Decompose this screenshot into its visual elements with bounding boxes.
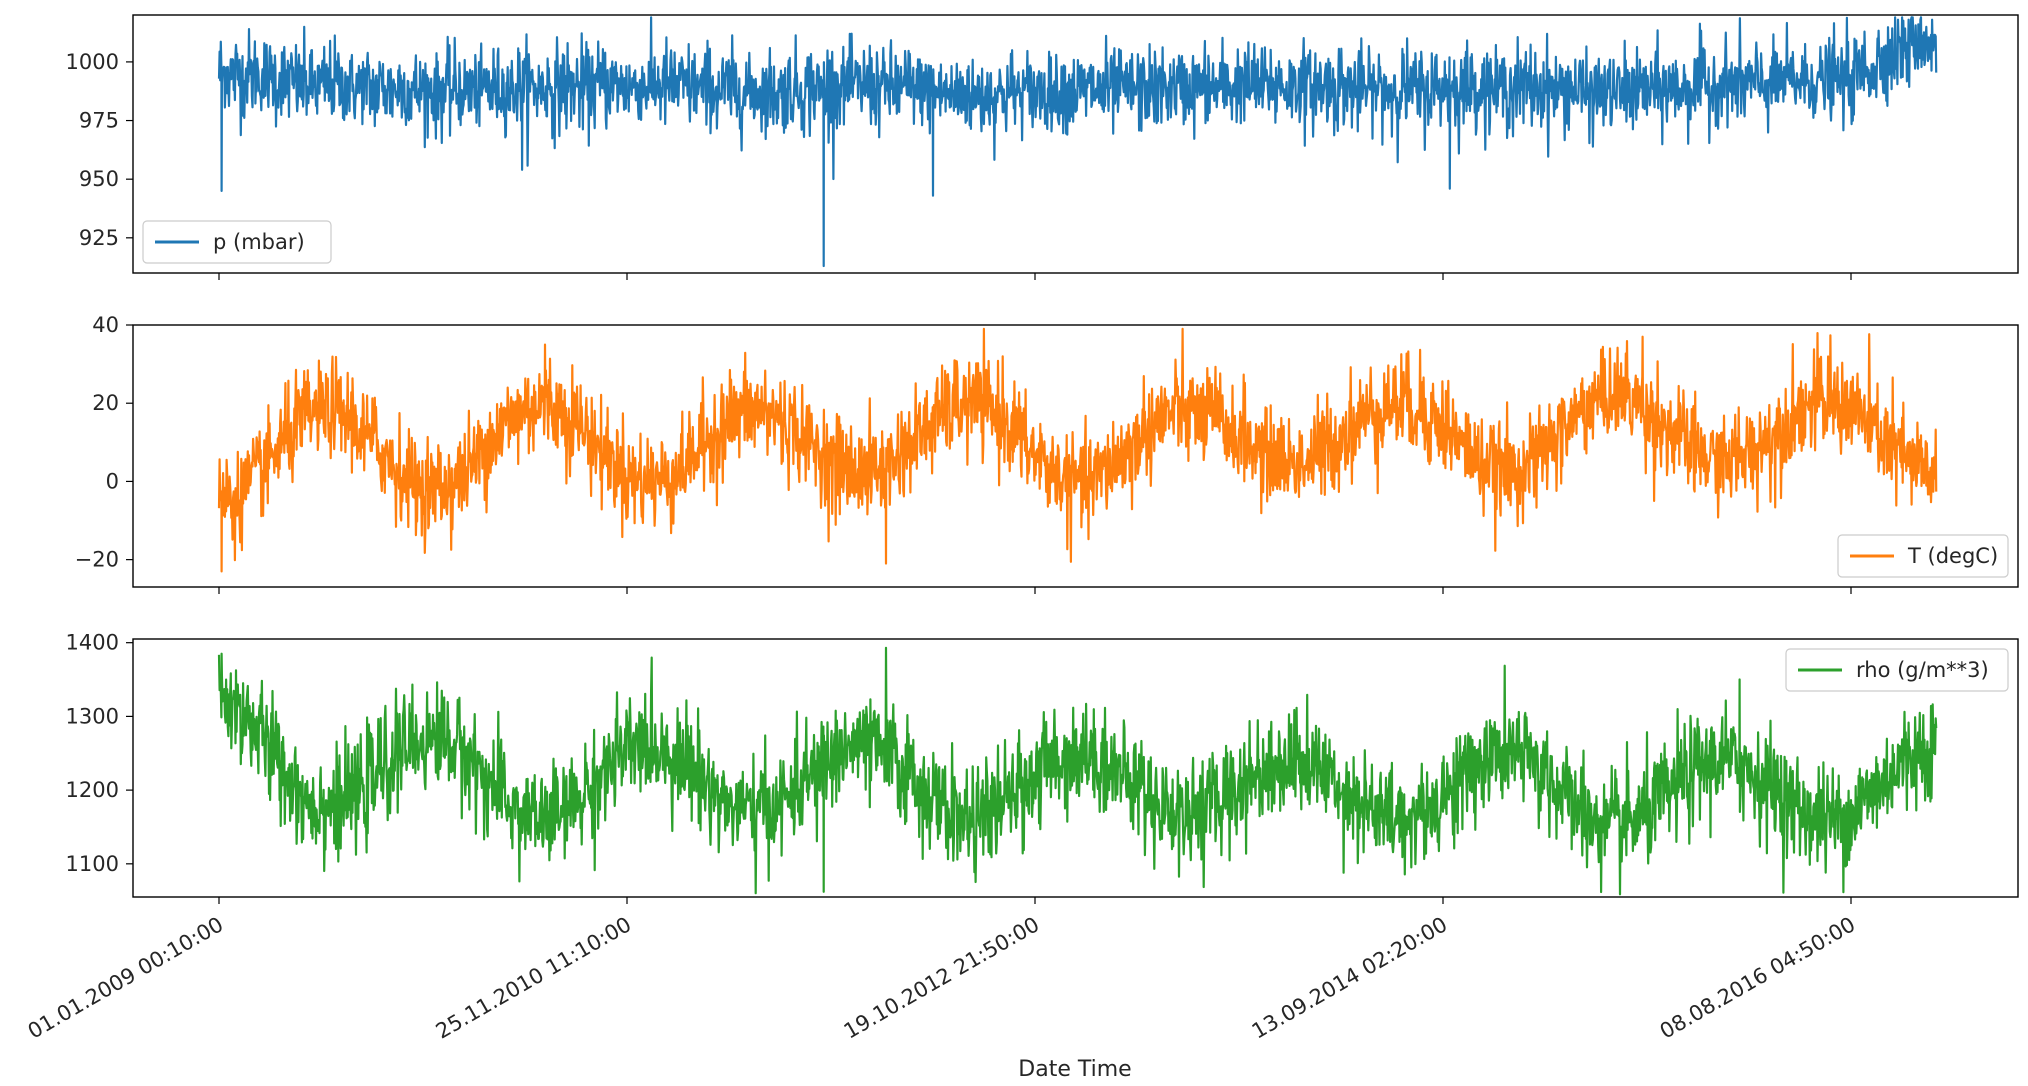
y-tick-label: 925 xyxy=(79,226,119,250)
y-tick-label: 1100 xyxy=(66,852,119,876)
y-tick-label: 40 xyxy=(92,313,119,337)
x-axis-title: Date Time xyxy=(1018,1057,1131,1082)
y-tick-label: 1400 xyxy=(66,631,119,655)
legend-label: T (degC) xyxy=(1907,544,1998,568)
legend-label: p (mbar) xyxy=(213,230,305,254)
y-tick-label: 1300 xyxy=(66,704,119,728)
y-tick-label: 1200 xyxy=(66,778,119,802)
legend-3: rho (g/m**3) xyxy=(1785,648,2009,692)
series-line-3 xyxy=(217,646,1938,896)
subplot-1: 1000 975 950 925 p (mbar) xyxy=(66,14,2019,280)
legend-1: p (mbar) xyxy=(142,220,332,264)
x-tick-label: 13.09.2014 02:20:00 xyxy=(1248,912,1452,1043)
legend-box xyxy=(1785,648,2009,692)
plot-frame-2 xyxy=(132,324,2019,588)
plot-frame-3 xyxy=(132,638,2019,898)
subplots: 1000 975 950 925 p (mbar) 40 20 0 −20 T (degC) 140… xyxy=(24,14,2019,1044)
y-tick-label: 950 xyxy=(79,167,119,191)
x-tick-label: 01.01.2009 00:10:00 xyxy=(24,912,228,1043)
legend-2: T (degC) xyxy=(1837,534,2009,578)
subplot-2: 40 20 0 −20 T (degC) xyxy=(75,313,2019,594)
series-line-2 xyxy=(217,327,1938,573)
y-tick-label: 20 xyxy=(92,391,119,415)
x-tick-label: 08.08.2016 04:50:00 xyxy=(1656,912,1860,1043)
legend-box xyxy=(1837,534,2009,578)
y-tick-label: 1000 xyxy=(66,50,119,74)
x-tick-label: 19.10.2012 21:50:00 xyxy=(840,912,1044,1043)
y-tick-label: 975 xyxy=(79,109,119,133)
legend-box xyxy=(142,220,332,264)
y-tick-label: 0 xyxy=(106,469,119,493)
subplot-3: 1400 1300 1200 1100 rho (g/m**3) xyxy=(66,631,2019,904)
plot-frame-1 xyxy=(132,14,2019,274)
series-line-1 xyxy=(217,16,1938,268)
y-tick-label: −20 xyxy=(75,548,119,572)
x-tick-label: 25.11.2010 11:10:00 xyxy=(432,912,636,1043)
legend-label: rho (g/m**3) xyxy=(1856,658,1989,682)
